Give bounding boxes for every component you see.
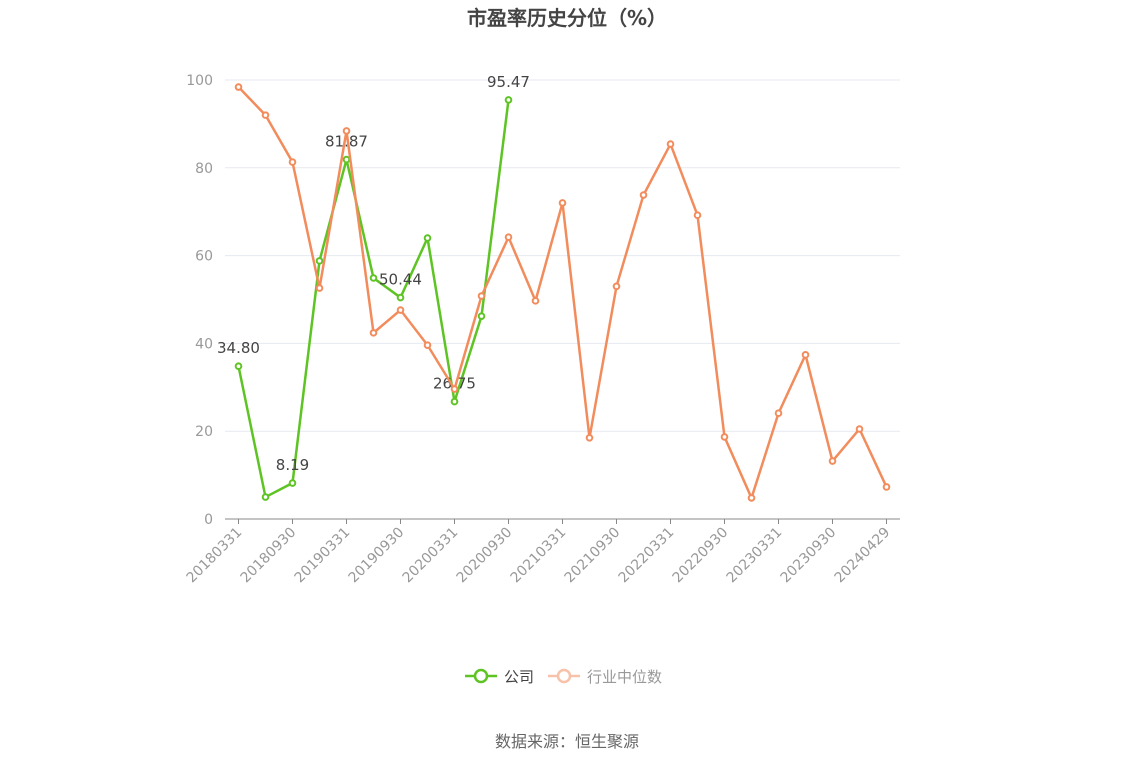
point: [450, 397, 459, 406]
x-tick-label: 20190930: [346, 525, 408, 587]
point: [234, 362, 243, 371]
data-label: 26.75: [433, 375, 476, 393]
series-line: [237, 99, 510, 499]
data-label: 34.80: [217, 339, 260, 357]
point: [315, 257, 324, 265]
legend-label: 公司: [504, 668, 534, 686]
x-tick-label: 20230930: [778, 525, 840, 587]
point: [315, 284, 324, 292]
point: [288, 158, 297, 166]
data-label: 50.44: [379, 271, 422, 289]
point: [234, 83, 243, 91]
point: [342, 155, 351, 164]
y-tick-label: 60: [195, 249, 213, 265]
point: [531, 297, 540, 305]
point: [423, 234, 432, 242]
legend-label: 行业中位数: [587, 668, 662, 686]
data-label: 95.47: [487, 73, 530, 91]
y-tick-label: 80: [195, 161, 213, 177]
x-tick-label: 20210930: [562, 525, 624, 587]
source-note: 数据来源：恒生聚源: [495, 732, 639, 751]
point: [801, 351, 810, 359]
point: [261, 111, 270, 119]
point: [342, 127, 351, 135]
legend-item: 公司: [465, 668, 534, 686]
x-tick-label: 20200331: [400, 525, 462, 587]
y-tick-label: 20: [195, 424, 213, 440]
data-label: 8.19: [276, 456, 309, 474]
x-tick-label: 20180930: [238, 525, 300, 587]
x-tick-label: 20240429: [832, 525, 894, 587]
point: [477, 292, 486, 300]
x-tick-label: 20220930: [670, 525, 732, 587]
point: [639, 191, 648, 199]
data-label: 81.87: [325, 133, 368, 151]
x-tick-label: 20200930: [454, 525, 516, 587]
point: [396, 306, 405, 314]
x-tick-label: 20180331: [184, 525, 246, 587]
legend-item: 行业中位数: [548, 668, 662, 686]
point: [396, 293, 405, 302]
x-tick-label: 20230331: [724, 525, 786, 587]
point: [558, 199, 567, 207]
point: [720, 433, 729, 441]
point: [585, 433, 594, 442]
point: [612, 282, 621, 291]
legend-swatch-dot: [473, 668, 489, 684]
point: [369, 274, 378, 282]
point: [504, 233, 513, 241]
x-tick-label: 20190331: [292, 525, 354, 587]
point: [504, 96, 513, 104]
y-tick-label: 100: [186, 73, 213, 89]
point: [882, 483, 891, 491]
point: [450, 385, 459, 393]
point: [423, 341, 432, 349]
point: [855, 425, 864, 433]
legend-swatch-dot: [556, 668, 572, 684]
x-tick-label: 20220331: [616, 525, 678, 587]
point: [477, 312, 486, 320]
point: [261, 493, 270, 501]
y-tick-label: 40: [195, 336, 213, 352]
point: [828, 457, 837, 465]
point: [288, 479, 297, 487]
point: [369, 329, 378, 337]
point: [666, 140, 675, 148]
point: [774, 409, 783, 418]
point: [747, 494, 756, 502]
point: [693, 211, 702, 220]
chart-title: 市盈率历史分位（%）: [467, 6, 667, 30]
x-tick-label: 20210331: [508, 525, 570, 587]
y-tick-label: 0: [204, 512, 213, 528]
